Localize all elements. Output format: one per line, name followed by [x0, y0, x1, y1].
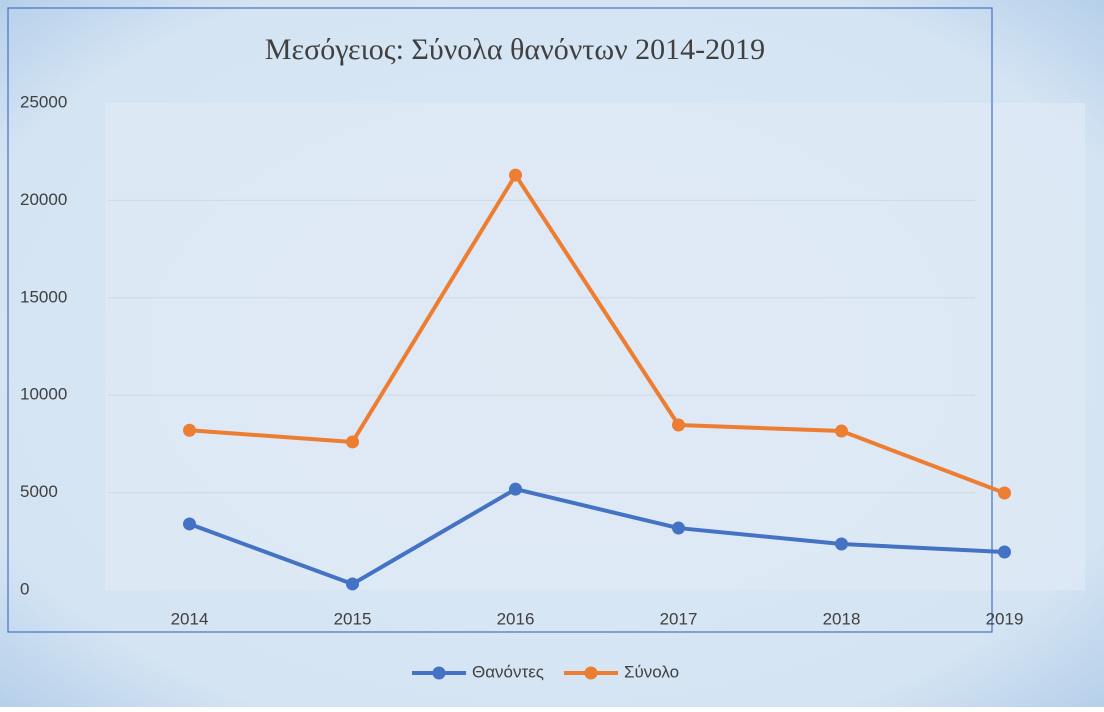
series-line	[188, 487, 1005, 586]
legend-marker	[584, 666, 598, 680]
data-point	[672, 418, 685, 432]
data-point	[346, 435, 359, 449]
data-point	[509, 482, 522, 496]
data-point	[509, 168, 522, 182]
y-tick-label: 15000	[20, 287, 67, 306]
y-tick-label: 20000	[20, 190, 67, 209]
data-point	[998, 486, 1011, 500]
legend-marker	[432, 666, 446, 680]
y-tick-label: 0	[20, 579, 29, 598]
y-tick-label: 25000	[20, 92, 67, 111]
selection-box	[7, 7, 993, 633]
series-line	[189, 173, 1006, 495]
legend-label: Θανόντες	[472, 662, 544, 681]
plot-area	[105, 103, 1085, 590]
x-tick-label: 2019	[986, 609, 1024, 628]
legend-label: Σύνολο	[624, 662, 679, 681]
data-point	[346, 577, 359, 591]
x-tick-label: 2017	[660, 609, 698, 628]
data-point	[998, 545, 1011, 559]
y-tick-label: 10000	[20, 385, 67, 404]
data-point	[183, 423, 196, 437]
x-tick-label: 2018	[823, 609, 861, 628]
chart-title: Μεσόγειος: Σύνολα θανόντων 2014-2019	[265, 33, 765, 66]
x-tick-label: 2014	[171, 609, 209, 628]
x-tick-label: 2016	[497, 609, 535, 628]
data-point	[835, 424, 848, 438]
data-point	[835, 537, 848, 551]
y-tick-label: 5000	[20, 482, 58, 501]
data-point	[183, 517, 196, 531]
x-tick-label: 2015	[334, 609, 372, 628]
data-point	[672, 521, 685, 535]
